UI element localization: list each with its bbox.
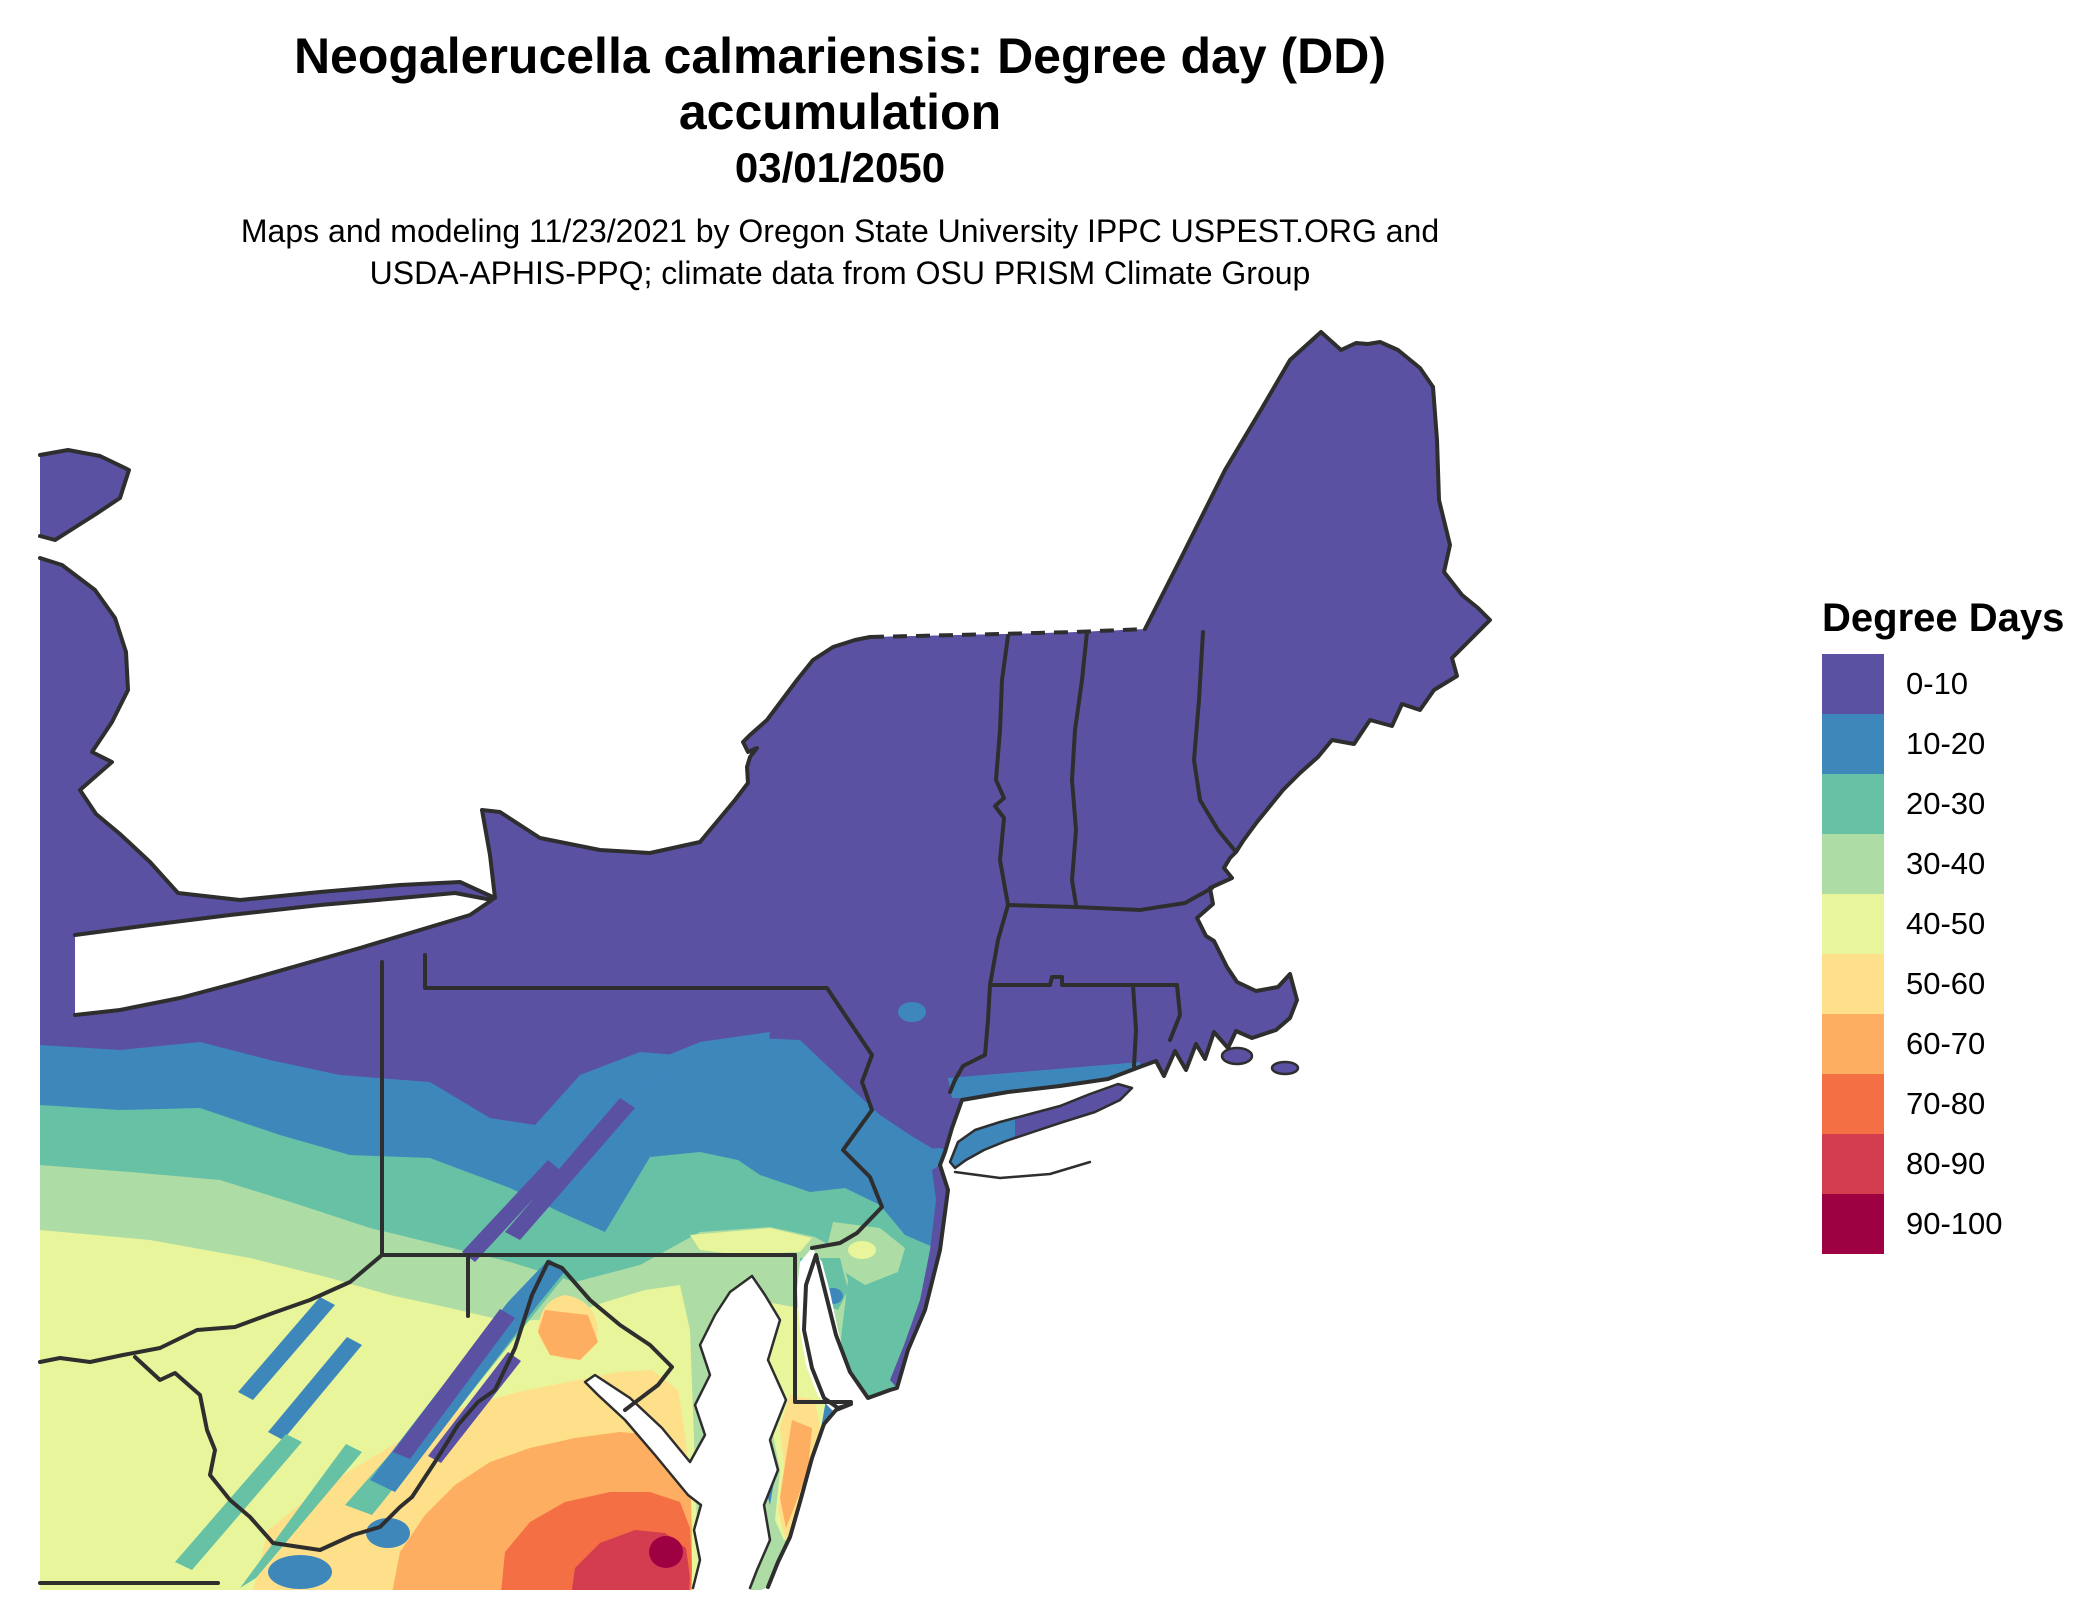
legend-label-70-80: 70-80 [1906,1086,1986,1121]
legend-label-0-10: 0-10 [1906,666,1969,701]
nantucket-outline [1270,1060,1300,1076]
legend-label-60-70: 60-70 [1906,1026,1986,1061]
legend-item-90-100: 90-100 [1822,1194,2092,1254]
vt-nh-border [1070,630,1089,907]
michigan-fragment [40,450,129,540]
nh-me-border [1192,630,1238,854]
ny-ma-ct-border [948,903,1010,1094]
legend-swatch-40-50 [1822,894,1884,954]
legend-swatch-0-10 [1822,654,1884,714]
chesapeake-bay [585,1276,786,1590]
map-date: 03/01/2050 [734,144,946,191]
blue-pocket-3 [898,1002,926,1022]
pa-ridge-purple-1 [505,1098,635,1240]
legend-swatch-30-40 [1822,834,1884,894]
legend-swatch-80-90 [1822,1134,1884,1194]
pa-ridge-purple-2 [462,1160,560,1262]
islands [948,1046,1300,1180]
map-title: Neogalerucella calmariensis: Degree day … [293,28,1387,140]
us-canada-45th-parallel-border [869,627,1146,639]
northern-boundary-coast [38,556,872,902]
delaware-borders [793,1253,853,1404]
legend-item-30-40: 30-40 [1822,834,2092,894]
marthas-vineyard-outline [1220,1046,1254,1066]
legend-swatch-10-20 [1822,714,1884,774]
hotspot-90-100 [649,1536,683,1568]
legend-label-40-50: 40-50 [1906,906,1986,941]
legend-swatch-50-60 [1822,954,1884,1014]
pa-ridge-blue [590,1032,770,1100]
legend-item-80-90: 80-90 [1822,1134,2092,1194]
nj-coast-purple-fringe [890,1165,948,1388]
legend-title: Degree Days [1822,596,2065,640]
legend-label-30-40: 30-40 [1906,846,1986,881]
ohio-river-border [38,1253,384,1364]
ridge-teal-2 [175,1434,302,1570]
long-island [950,1084,1132,1168]
canada-whitespace [40,230,1460,900]
legend-label-10-20: 10-20 [1906,726,1986,761]
blue-pocket-1 [268,1555,332,1589]
long-island-west-blue [950,1118,1015,1168]
legend-item-50-60: 50-60 [1822,954,2092,1014]
legend-swatch-90-100 [1822,1194,1884,1254]
nj-pale-dot [848,1241,876,1259]
lake-erie [75,893,492,1015]
marthas-vineyard-island [1222,1048,1252,1064]
ct-coast-blue [948,1062,1142,1098]
wv-va-border [410,1260,674,1499]
nantucket-island [1272,1062,1298,1074]
map-bottom-margin [0,1590,2100,1603]
ridge-blue-3 [268,1337,362,1440]
lake-erie-outline [73,891,494,1017]
se-pa-40-50-patch [690,1228,812,1255]
title-block: Neogalerucella calmariensis: Degree day … [180,0,1500,294]
legend-swatch-20-30 [1822,774,1884,834]
li-barrier-island [953,1160,1092,1180]
ma-north-border [1006,886,1214,912]
legend-items: 0-10 10-20 20-30 30-40 40-50 50-60 60-70 70-80 8… [1822,654,2092,1254]
legend-label-50-60: 50-60 [1906,966,1986,1001]
legend-item-70-80: 70-80 [1822,1074,2092,1134]
atlantic-coastline [766,385,1492,1589]
legend-item-40-50: 40-50 [1822,894,2092,954]
subtitle-line-1: Maps and modeling 11/23/2021 by Oregon S… [240,213,1440,249]
legend-item-60-70: 60-70 [1822,1014,2092,1074]
chesapeake-outline [583,1274,788,1590]
michigan-fragment-coast [38,448,131,542]
legend-item-20-30: 20-30 [1822,774,2092,834]
legend-label-20-30: 20-30 [1906,786,1986,821]
ct-ri-border [1131,983,1138,1068]
ridge-blue-2 [238,1297,335,1400]
long-island-outline [948,1082,1134,1170]
legend-swatch-70-80 [1822,1074,1884,1134]
ny-vt-border [993,634,1010,907]
legend-swatch-60-70 [1822,1014,1884,1074]
delmarva-60-70 [780,1420,812,1528]
spot-60-70 [538,1310,598,1360]
legend-label-90-100: 90-100 [1906,1206,2003,1241]
ri-ma-border [1168,983,1182,1042]
ridge-teal-3 [240,1444,362,1588]
maine-canada-border [1143,330,1435,631]
legend-item-0-10: 0-10 [1822,654,2092,714]
coastlines-and-borders [38,330,1492,1590]
subtitle-line-2: USDA-APHIS-PPQ; climate data from OSU PR… [369,255,1311,291]
legend: Degree Days 0-10 10-20 20-30 30-40 40-50 50-6… [1822,596,2092,1254]
legend-label-80-90: 80-90 [1906,1146,1986,1181]
legend-item-10-20: 10-20 [1822,714,2092,774]
ny-pa-delaware-river-border [423,953,884,1250]
map-subtitle: Maps and modeling 11/23/2021 by Oregon S… [180,210,1500,294]
ridge-purple-1 [393,1309,515,1459]
ky-wv-va-borders [133,1355,414,1552]
blue-pocket-2 [366,1518,410,1548]
